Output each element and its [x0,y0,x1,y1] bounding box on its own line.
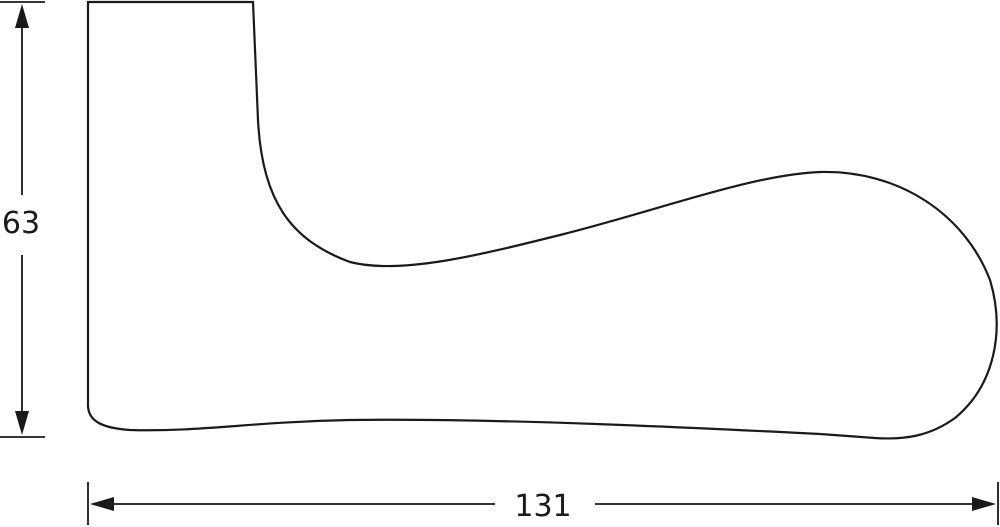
height-dimension: 63 [0,1,45,438]
arrow-right-icon [972,497,996,511]
width-label: 131 [514,489,571,524]
height-label: 63 [2,206,40,241]
width-dimension: 131 [87,482,999,525]
arrow-down-icon [15,411,29,435]
arrow-up-icon [15,4,29,28]
profile-outline [86,0,998,440]
arrow-left-icon [90,497,114,511]
